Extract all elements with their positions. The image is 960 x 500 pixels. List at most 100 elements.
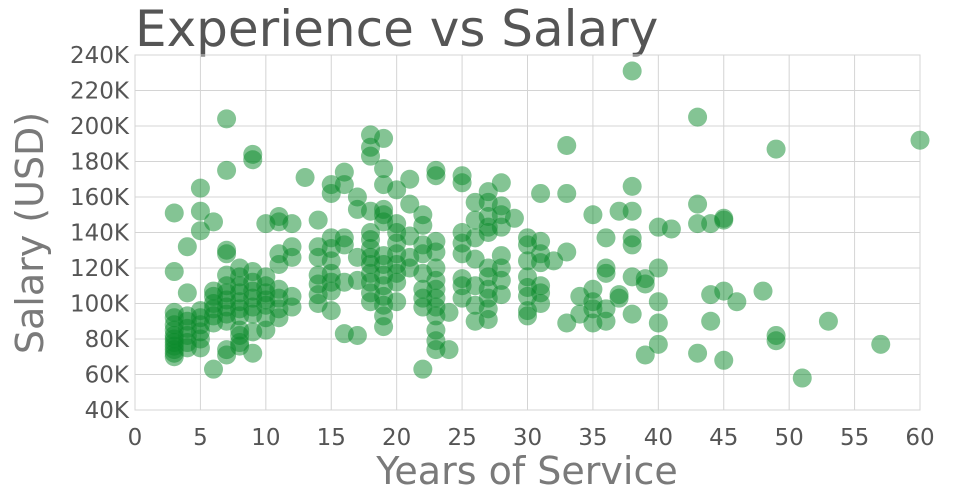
data-point	[295, 167, 315, 187]
data-point	[688, 194, 708, 214]
data-point	[256, 320, 276, 340]
data-point	[648, 258, 668, 278]
data-point	[557, 242, 577, 262]
data-point	[622, 304, 642, 324]
x-tick-label: 5	[193, 425, 208, 451]
data-point	[596, 311, 616, 331]
data-point	[491, 173, 511, 193]
x-tick-label: 50	[775, 425, 804, 451]
y-tick-label: 100K	[70, 292, 130, 318]
data-point	[622, 61, 642, 81]
data-point	[282, 297, 302, 317]
data-point	[217, 160, 237, 180]
data-point	[374, 317, 394, 337]
data-point	[190, 178, 210, 198]
data-point	[557, 183, 577, 203]
data-point	[400, 194, 420, 214]
data-point	[714, 281, 734, 301]
data-point	[282, 247, 302, 267]
data-point	[387, 292, 407, 312]
data-point	[387, 180, 407, 200]
data-point	[557, 136, 577, 156]
data-point	[204, 212, 223, 232]
data-point	[361, 146, 380, 166]
data-point	[491, 270, 511, 290]
data-point	[596, 263, 616, 283]
x-tick-label: 60	[905, 425, 934, 451]
data-point	[504, 208, 524, 228]
data-point	[622, 201, 642, 221]
y-tick-label: 240K	[70, 43, 130, 69]
data-point	[766, 139, 786, 159]
y-tick-label: 60K	[85, 363, 130, 389]
data-point	[688, 343, 708, 363]
data-point	[701, 311, 721, 331]
y-tick-label: 80K	[85, 327, 130, 353]
data-point	[818, 311, 838, 331]
data-point	[204, 359, 223, 379]
data-point	[347, 325, 367, 345]
data-point	[688, 214, 708, 234]
x-tick-label: 35	[578, 425, 607, 451]
data-point	[792, 368, 812, 388]
data-point	[190, 201, 210, 221]
data-point	[177, 283, 197, 303]
y-tick-label: 140K	[70, 221, 130, 247]
x-tick-label: 40	[644, 425, 673, 451]
data-point	[596, 228, 616, 248]
data-point	[727, 292, 747, 312]
data-points	[164, 61, 930, 388]
y-tick-label: 160K	[70, 185, 130, 211]
data-point	[688, 107, 708, 127]
data-point	[334, 235, 354, 255]
data-point	[583, 205, 603, 225]
data-point	[531, 294, 551, 313]
chart-title: Experience vs Salary	[135, 0, 658, 58]
data-point	[374, 159, 394, 179]
data-point	[243, 150, 263, 170]
x-tick-label: 20	[382, 425, 411, 451]
data-point	[635, 345, 655, 365]
data-point	[426, 166, 446, 186]
data-point	[177, 237, 197, 257]
data-point	[164, 262, 184, 282]
data-point	[452, 173, 472, 193]
y-axis-ticks: 40K 60K 80K 100K 120K 140K 160K 180K 200K 220K 240…	[70, 43, 130, 424]
data-point	[426, 242, 446, 262]
x-tick-label: 10	[251, 425, 280, 451]
data-point	[609, 288, 629, 308]
data-point	[269, 308, 289, 328]
data-point	[439, 302, 459, 322]
x-axis-ticks: 0 5 10 15 20 25 30 35 40 45 50 55 60	[128, 425, 935, 451]
data-point	[583, 299, 603, 319]
data-point	[714, 210, 734, 230]
data-point	[282, 214, 302, 234]
x-tick-label: 45	[709, 425, 738, 451]
data-point	[164, 203, 184, 223]
x-axis-title: Years of Service	[375, 449, 677, 493]
plot-frame	[134, 54, 921, 411]
data-point	[518, 306, 537, 326]
data-point	[243, 343, 263, 363]
data-point	[753, 281, 773, 301]
y-tick-label: 40K	[85, 398, 130, 424]
x-tick-label: 0	[128, 425, 143, 451]
y-tick-label: 180K	[70, 150, 130, 176]
data-point	[190, 338, 210, 358]
data-point	[648, 313, 668, 333]
x-tick-label: 15	[317, 425, 346, 451]
data-point	[609, 201, 629, 221]
data-point	[217, 244, 237, 264]
data-point	[465, 192, 485, 212]
data-point	[400, 169, 420, 189]
data-point	[387, 272, 407, 292]
data-point	[661, 219, 681, 239]
x-tick-label: 30	[513, 425, 542, 451]
data-point	[648, 334, 668, 354]
data-point	[413, 215, 433, 235]
data-point	[871, 334, 891, 354]
data-point	[766, 331, 786, 351]
data-point	[217, 109, 237, 129]
data-point	[478, 309, 498, 329]
